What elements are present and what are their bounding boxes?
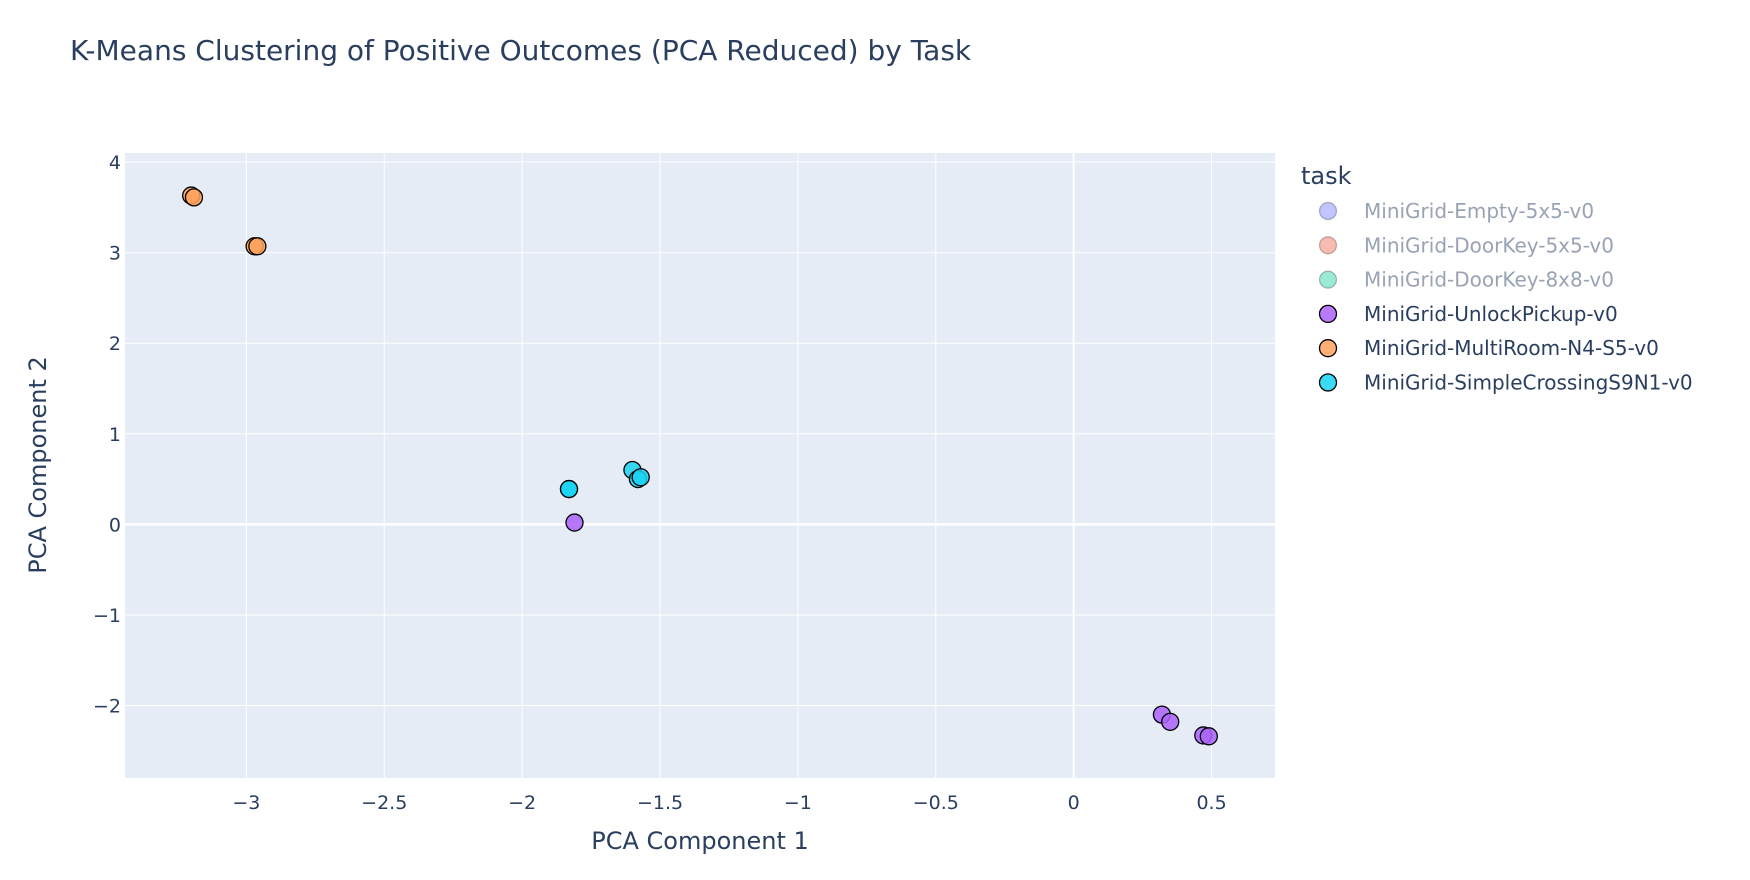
data-point-MiniGrid-SimpleCrossingS9N1-v0[interactable] bbox=[559, 479, 579, 499]
y-tick-label: −1 bbox=[93, 605, 121, 627]
legend-item[interactable]: MiniGrid-Empty-5x5-v0 bbox=[1318, 199, 1595, 223]
x-tick-label: −0.5 bbox=[913, 792, 959, 814]
y-tick-label: −2 bbox=[93, 696, 121, 718]
legend-label: MiniGrid-DoorKey-8x8-v0 bbox=[1364, 268, 1614, 292]
x-tick-label: −1.5 bbox=[637, 792, 683, 814]
x-tick-label: 0.5 bbox=[1196, 792, 1226, 814]
chart-title: K-Means Clustering of Positive Outcomes … bbox=[70, 34, 972, 67]
legend-marker bbox=[1318, 304, 1338, 324]
legend-item[interactable]: MiniGrid-UnlockPickup-v0 bbox=[1318, 302, 1618, 326]
legend-label: MiniGrid-DoorKey-5x5-v0 bbox=[1364, 233, 1614, 257]
legend-label: MiniGrid-Empty-5x5-v0 bbox=[1364, 199, 1594, 223]
y-axis-ticks: −2 −1 0 1 2 3 4 bbox=[93, 152, 121, 717]
grid bbox=[125, 153, 1275, 778]
data-point-MiniGrid-MultiRoom-N4-S5-v0[interactable] bbox=[184, 188, 204, 207]
x-axis-title: PCA Component 1 bbox=[591, 827, 809, 855]
data-point-MiniGrid-UnlockPickup-v0[interactable] bbox=[565, 513, 584, 532]
x-tick-label: 0 bbox=[1068, 792, 1080, 814]
legend-marker bbox=[1318, 339, 1338, 358]
legend-label: MiniGrid-SimpleCrossingS9N1-v0 bbox=[1364, 371, 1693, 395]
legend-item[interactable]: MiniGrid-DoorKey-5x5-v0 bbox=[1318, 233, 1614, 257]
plot-area[interactable] bbox=[125, 153, 1275, 778]
legend: MiniGrid-Empty-5x5-v0 MiniGrid-DoorKey-5x… bbox=[1318, 199, 1693, 395]
y-tick-label: 4 bbox=[109, 152, 121, 174]
data-point-MiniGrid-UnlockPickup-v0[interactable] bbox=[1161, 712, 1180, 731]
y-tick-label: 0 bbox=[109, 514, 121, 536]
legend-marker bbox=[1318, 373, 1338, 392]
legend-label: MiniGrid-UnlockPickup-v0 bbox=[1364, 302, 1618, 326]
data-point-MiniGrid-SimpleCrossingS9N1-v0[interactable] bbox=[631, 468, 650, 487]
legend-item[interactable]: MiniGrid-MultiRoom-N4-S5-v0 bbox=[1318, 336, 1659, 360]
y-tick-label: 2 bbox=[109, 333, 121, 355]
scatter-points bbox=[182, 186, 1218, 746]
legend-marker bbox=[1318, 201, 1338, 221]
legend-title: task bbox=[1301, 162, 1352, 190]
legend-marker bbox=[1318, 236, 1338, 255]
data-point-MiniGrid-UnlockPickup-v0[interactable] bbox=[1199, 727, 1218, 746]
legend-item[interactable]: MiniGrid-SimpleCrossingS9N1-v0 bbox=[1318, 371, 1693, 395]
legend-label: MiniGrid-MultiRoom-N4-S5-v0 bbox=[1364, 336, 1659, 360]
y-tick-label: 3 bbox=[109, 243, 121, 265]
y-axis-title: PCA Component 2 bbox=[24, 356, 52, 574]
y-tick-label: 1 bbox=[109, 424, 121, 446]
x-tick-label: −2 bbox=[508, 792, 536, 814]
legend-marker bbox=[1318, 270, 1338, 289]
legend-item[interactable]: MiniGrid-DoorKey-8x8-v0 bbox=[1318, 268, 1614, 292]
data-point-MiniGrid-MultiRoom-N4-S5-v0[interactable] bbox=[248, 237, 267, 256]
x-tick-label: −1 bbox=[784, 792, 812, 814]
x-tick-label: −2.5 bbox=[361, 792, 407, 814]
x-axis-ticks: −3 −2.5 −2 −1.5 −1 −0.5 0 0.5 bbox=[232, 792, 1226, 814]
x-tick-label: −3 bbox=[232, 792, 260, 814]
